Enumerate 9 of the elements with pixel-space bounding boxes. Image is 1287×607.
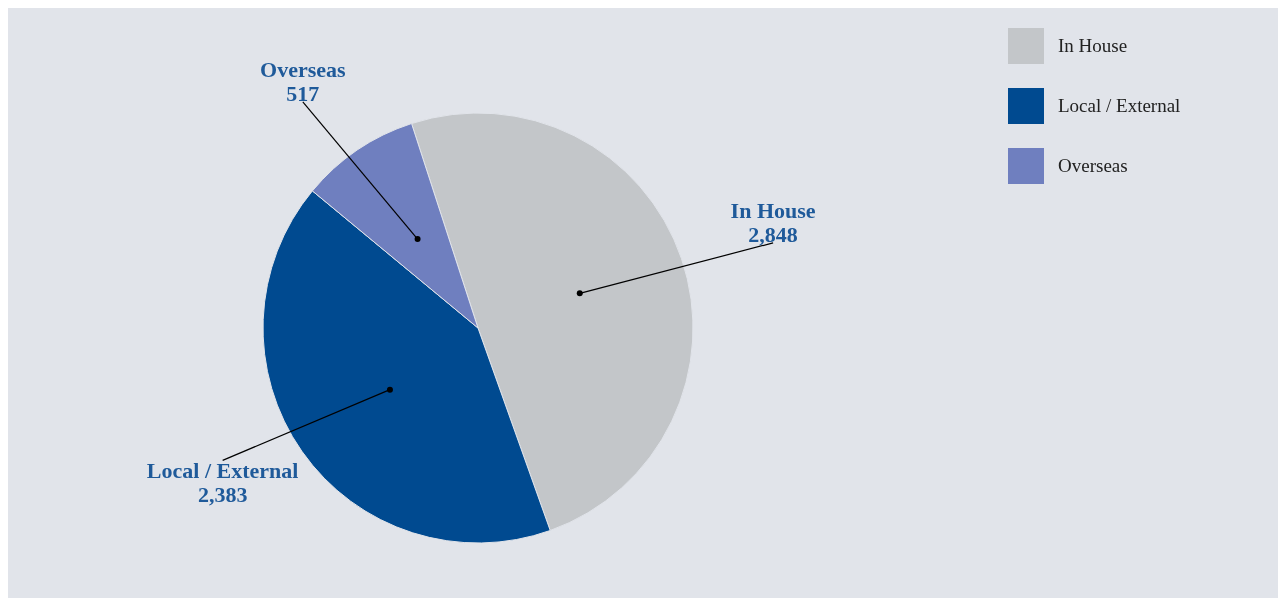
data-label: 2,383 — [197, 482, 248, 508]
slice-label: Overseas — [260, 56, 347, 82]
slice-label: Local / External — [146, 458, 299, 484]
legend-label: Overseas — [1058, 155, 1128, 176]
legend-label: Local / External — [1058, 95, 1181, 116]
data-label: 2,848 — [748, 221, 798, 247]
legend-label: In House — [1058, 35, 1128, 56]
slice-label: In House — [730, 197, 816, 223]
data-label: 517 — [286, 80, 320, 106]
